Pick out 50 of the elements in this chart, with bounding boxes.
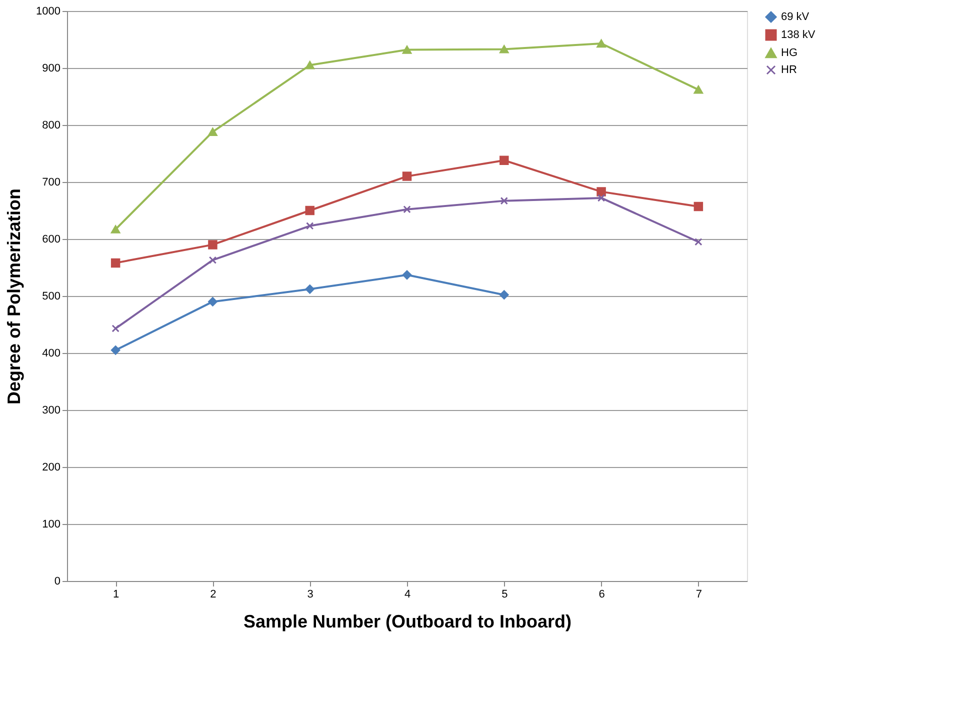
legend-label: 138 kV [781,29,816,41]
point [402,46,412,54]
y-tick-label: 0 [54,576,60,588]
y-tick-label: 200 [42,462,60,474]
point [110,225,120,234]
point [305,284,314,294]
point [112,324,120,332]
y-tick-label: 900 [42,62,60,74]
y-tick-label: 400 [42,348,60,360]
y-tick-label: 800 [42,120,60,132]
point [500,290,509,300]
point [208,128,218,136]
x-tick-label: 2 [210,588,216,600]
x-tick-label: 3 [307,588,314,600]
point [597,194,606,202]
point [305,61,314,70]
y-tick-label: 600 [42,234,60,246]
x-tick-label: 7 [696,588,702,600]
y-tick-label: 500 [42,290,60,302]
x-tick-label: 1 [113,588,120,600]
point [596,39,606,48]
point [694,238,702,246]
point [500,196,508,205]
y-tick-label: 700 [42,176,60,188]
x-tick-label: 6 [598,588,605,600]
x-axis-title: Sample Number (Outboard to Inboard) [243,612,572,632]
y-tick-label: 100 [42,518,60,530]
point [500,45,509,54]
point [402,172,412,181]
legend-label: 69 kV [781,11,810,23]
point [306,222,314,230]
point [694,202,704,212]
point [110,346,120,355]
point [596,187,606,196]
y-axis-title: Degree of Polymerization [4,188,24,405]
point [208,297,218,306]
y-tick-label: 1000 [36,6,60,18]
point [208,240,218,250]
point [403,206,411,214]
y-tick-label: 300 [42,404,60,416]
point [402,270,412,280]
x-tick-label: 5 [502,588,508,600]
point [208,256,217,264]
legend-label: HG [781,47,798,59]
point [110,258,120,268]
point [500,156,509,165]
point [694,86,704,94]
legend-label: HR [781,64,797,76]
point [305,206,314,216]
x-tick-label: 4 [404,588,411,600]
